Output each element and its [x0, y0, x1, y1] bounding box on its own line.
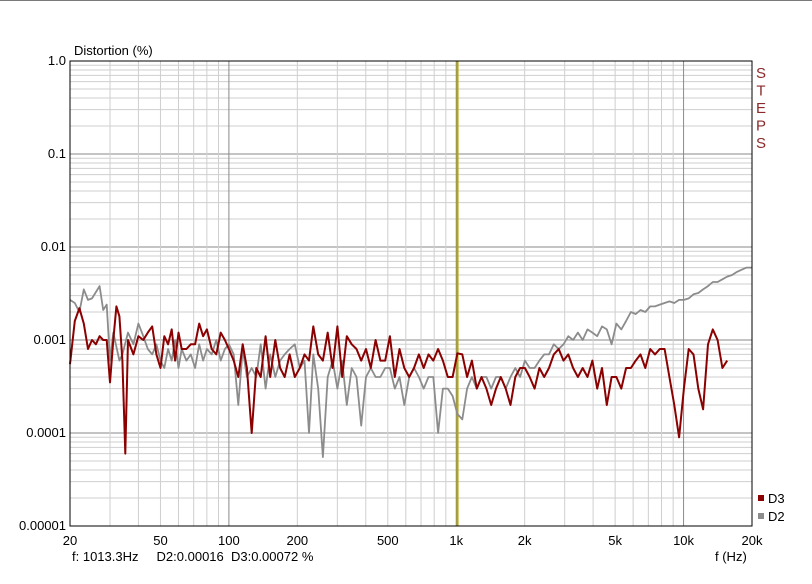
y-tick-label: 0.1: [48, 146, 66, 161]
window-top-border: [0, 0, 812, 1]
brand-letter: P: [756, 118, 766, 135]
legend-label-d3: D3: [768, 491, 785, 506]
x-tick-label: 20: [63, 533, 77, 548]
x-tick-label: 50: [153, 533, 167, 548]
y-tick-label: 0.0001: [26, 425, 66, 440]
brand-letter: S: [756, 65, 766, 82]
y-tick-labels: 1.0 0.1 0.01 0.001 0.0001 0.00001: [19, 53, 66, 533]
x-tick-label: 200: [286, 533, 308, 548]
brand-letter: E: [756, 100, 766, 117]
brand-letter: S: [756, 135, 766, 152]
x-tick-label: 500: [377, 533, 399, 548]
cursor-readout: f: 1013.3Hz D2:0.00016 D3:0.00072 %: [72, 549, 314, 564]
y-tick-label: 0.00001: [19, 518, 66, 533]
series-layer: [69, 266, 752, 459]
brand-letter: T: [756, 83, 765, 100]
legend-label-d2: D2: [768, 509, 785, 524]
x-tick-label: 100: [218, 533, 240, 548]
x-axis-title: f (Hz): [715, 549, 747, 564]
series-d3-line: [69, 305, 729, 455]
x-tick-label: 2k: [518, 533, 532, 548]
x-tick-label: 5k: [608, 533, 622, 548]
grid-lines: [69, 61, 753, 527]
x-tick-label: 10k: [673, 533, 694, 548]
y-axis-title: Distortion (%): [74, 43, 153, 58]
y-tick-label: 0.01: [41, 239, 66, 254]
y-tick-label: 1.0: [48, 53, 66, 68]
legend-swatch-d2: [758, 513, 764, 519]
legend-swatch-d3: [758, 495, 764, 501]
x-tick-label: 1k: [449, 533, 463, 548]
x-tick-label: 20k: [742, 533, 763, 548]
plot-border: [69, 60, 753, 527]
x-tick-labels: 20 50 100 200 500 1k 2k 5k 10k 20k: [63, 533, 763, 548]
y-tick-label: 0.001: [33, 332, 66, 347]
